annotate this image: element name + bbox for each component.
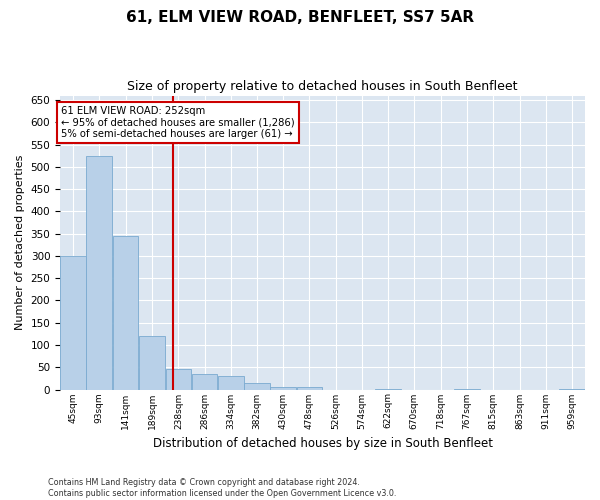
Bar — [86, 156, 112, 390]
Bar — [61, 256, 86, 390]
Title: Size of property relative to detached houses in South Benfleet: Size of property relative to detached ho… — [127, 80, 518, 93]
Bar — [166, 370, 191, 390]
Bar — [192, 374, 217, 390]
Y-axis label: Number of detached properties: Number of detached properties — [15, 155, 25, 330]
Text: Contains HM Land Registry data © Crown copyright and database right 2024.
Contai: Contains HM Land Registry data © Crown c… — [48, 478, 397, 498]
Bar — [139, 336, 165, 390]
X-axis label: Distribution of detached houses by size in South Benfleet: Distribution of detached houses by size … — [152, 437, 493, 450]
Bar — [113, 236, 139, 390]
Bar — [296, 388, 322, 390]
Bar — [218, 376, 244, 390]
Bar — [244, 383, 270, 390]
Bar — [271, 388, 296, 390]
Text: 61, ELM VIEW ROAD, BENFLEET, SS7 5AR: 61, ELM VIEW ROAD, BENFLEET, SS7 5AR — [126, 10, 474, 25]
Text: 61 ELM VIEW ROAD: 252sqm
← 95% of detached houses are smaller (1,286)
5% of semi: 61 ELM VIEW ROAD: 252sqm ← 95% of detach… — [61, 106, 295, 139]
